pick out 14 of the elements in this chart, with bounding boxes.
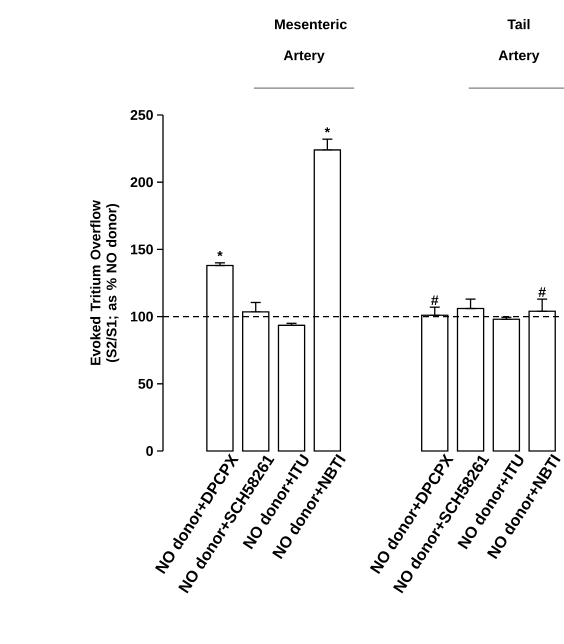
text: Mesenteric Artery [275, 19, 347, 64]
data-label: # [431, 295, 438, 305]
y-tick-label: 150 [130, 244, 153, 254]
y-tick-label: 50 [138, 378, 153, 389]
y-tick-label: 0 [146, 446, 153, 456]
data-label: * [217, 251, 223, 256]
y-axis-title: Evoked Tritium Overflow (S2/S1; as % NO donor) [90, 200, 120, 365]
data-label: * [324, 127, 330, 133]
data-label: # [538, 287, 546, 297]
y-tick-label: 100 [130, 312, 153, 322]
bar [278, 324, 306, 452]
y-tick-label: 200 [130, 177, 153, 188]
text: Tail Artery [498, 19, 540, 64]
y-tick-label: 250 [130, 110, 153, 120]
